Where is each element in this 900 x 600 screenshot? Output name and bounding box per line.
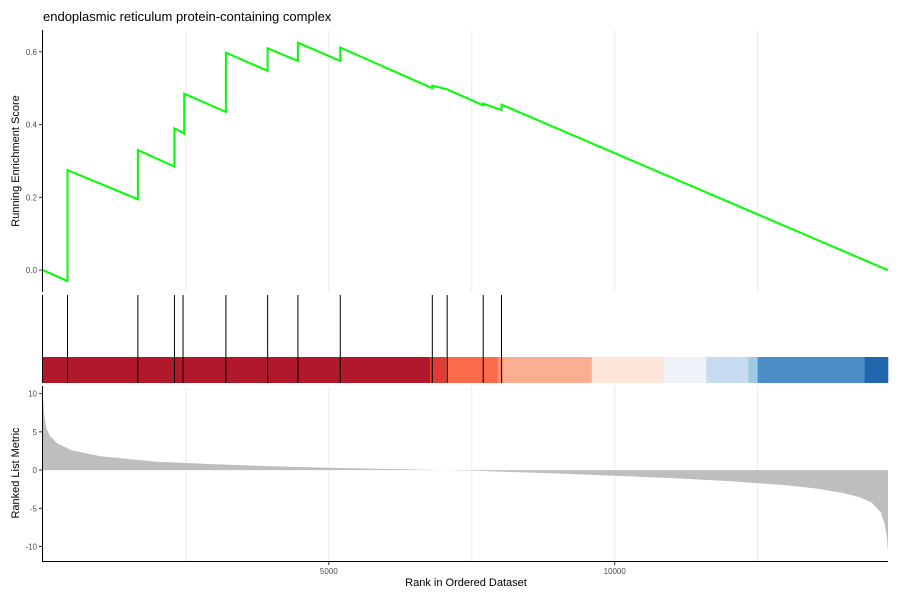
metric-y-tick-label: -10 — [25, 542, 37, 551]
color-bar-segment — [748, 357, 758, 383]
metric-y-tick-label: 5 — [33, 428, 38, 437]
score-y-tick-label: 0.0 — [26, 266, 38, 275]
color-bar-segment — [430, 357, 447, 383]
color-bar-segment — [446, 357, 498, 383]
color-bar — [43, 357, 889, 383]
score-y-title: Running Enrichment Score — [10, 95, 22, 226]
metric-y-title: Ranked List Metric — [10, 427, 22, 519]
score-y-tick-label: 0.2 — [26, 193, 38, 202]
x-axis-title: Rank in Ordered Dataset — [405, 577, 527, 589]
hit-lines — [67, 295, 502, 383]
ranked-metric-panel: 10 5 0 -5 -10 5000 10000 Ranked List Metric R… — [10, 386, 888, 589]
score-y-tick-label: 0.4 — [26, 121, 38, 130]
color-bar-segment — [497, 357, 504, 383]
color-bar-segment — [664, 357, 707, 383]
running-score-panel: 0.0 0.2 0.4 0.6 Running Enrichment Score — [10, 30, 889, 292]
color-bar-segment — [757, 357, 865, 383]
x-tick-label: 5000 — [320, 567, 338, 576]
color-bar-segment — [43, 357, 431, 383]
score-grid — [185, 30, 759, 292]
chart-title: endoplasmic reticulum protein-containing… — [43, 9, 332, 24]
score-y-ticks: 0.0 0.2 0.4 0.6 — [26, 48, 42, 275]
hits-panel — [42, 295, 889, 383]
x-ticks: 5000 10000 — [320, 562, 626, 576]
color-bar-segment — [591, 357, 665, 383]
color-bar-segment — [706, 357, 749, 383]
metric-y-tick-label: -5 — [30, 504, 38, 513]
metric-y-tick-label: 0 — [33, 466, 38, 475]
score-y-tick-label: 0.6 — [26, 48, 38, 57]
color-bar-segment — [503, 357, 593, 383]
running-score-line — [42, 41, 889, 283]
x-tick-label: 10000 — [604, 567, 627, 576]
color-bar-segment — [864, 357, 889, 383]
ranked-metric-area — [43, 397, 888, 553]
metric-y-tick-label: 10 — [28, 390, 37, 399]
metric-y-ticks: 10 5 0 -5 -10 — [25, 390, 42, 551]
metric-grid — [185, 386, 759, 561]
